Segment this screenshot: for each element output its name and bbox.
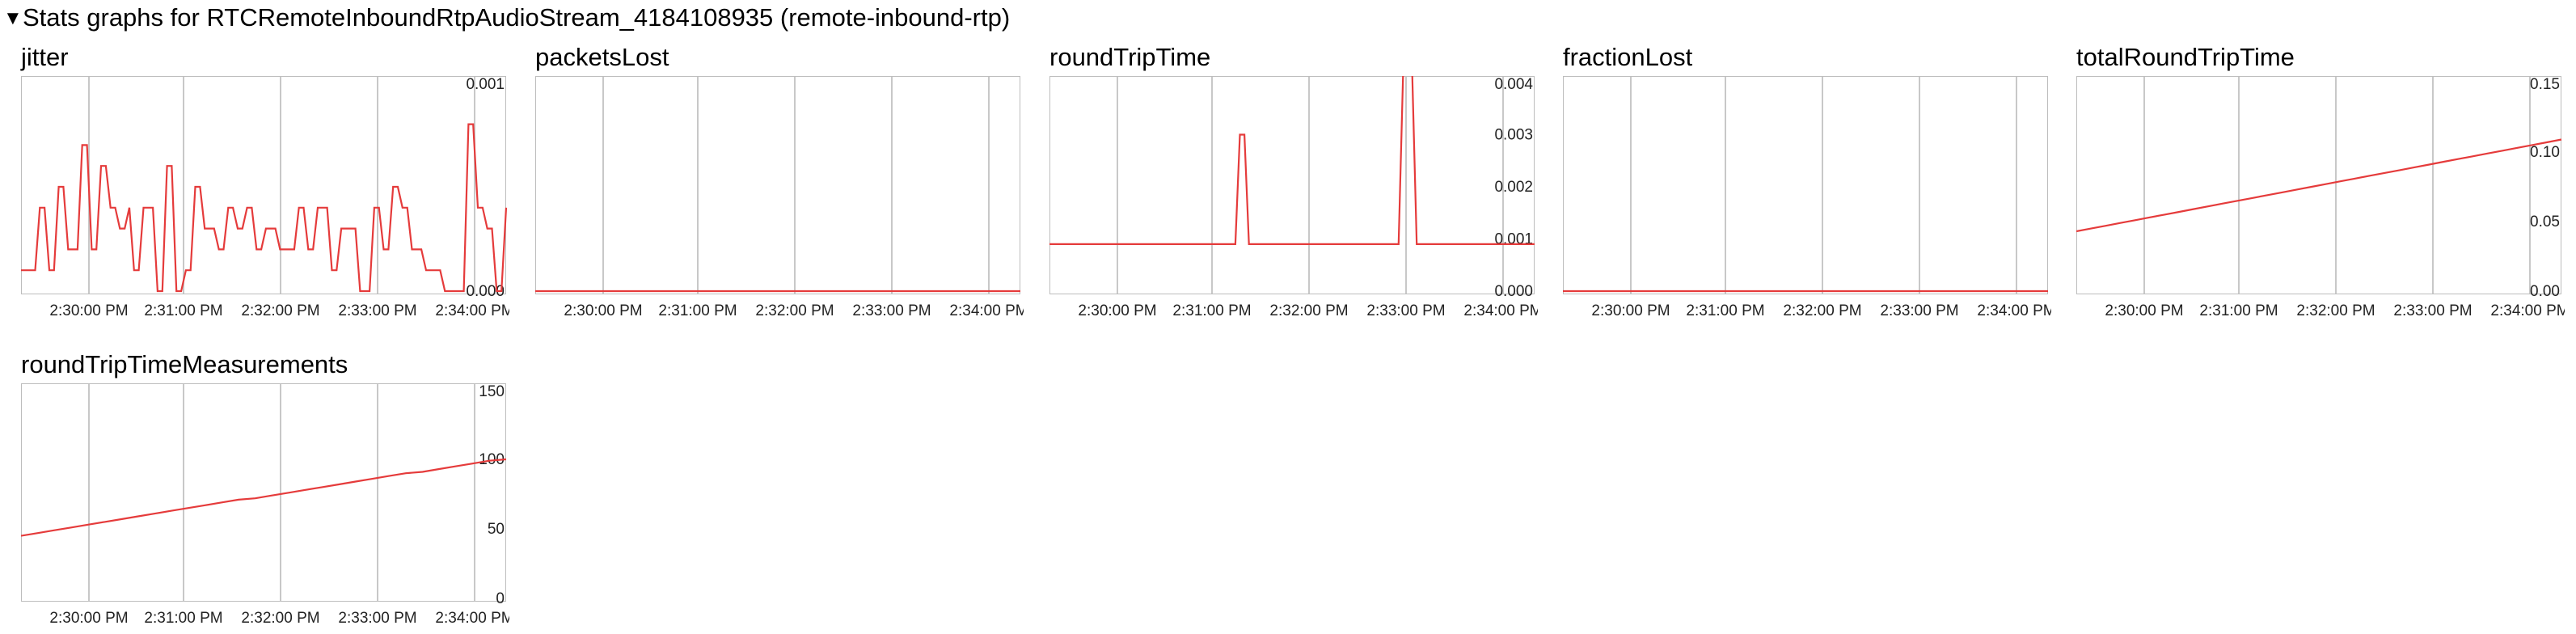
graph-jitter: 2:30:00 PM 2:31:00 PM 2:32:00 PM 2:33:00 PM… — [21, 76, 509, 319]
graph-roundTripTime: 2:30:00 PM 2:31:00 PM 2:32:00 PM 2:33:00 PM… — [1049, 76, 1538, 319]
graph-title-packetsLost: packetsLost — [535, 43, 669, 71]
packetsLost-x-tick-label: 2:30:00 PM — [564, 302, 642, 319]
totalRoundTripTime-y-tick-label: 0.00 — [2530, 283, 2560, 300]
packetsLost-x-tick-label: 2:32:00 PM — [755, 302, 834, 319]
roundTripTimeMeasurements-x-tick-label: 2:30:00 PM — [49, 610, 128, 627]
jitter-x-tick-label: 2:32:00 PM — [241, 302, 319, 319]
fractionLost-x-tick-label: 2:34:00 PM — [1977, 302, 2051, 319]
roundTripTime-x-tick-label: 2:32:00 PM — [1269, 302, 1348, 319]
roundTripTime-y-tick-label: 0.002 — [1494, 179, 1533, 196]
roundTripTime-y-tick-label: 0.004 — [1494, 76, 1533, 93]
graph-title-roundTripTime: roundTripTime — [1049, 43, 1211, 71]
roundTripTimeMeasurements-y-tick-label: 150 — [479, 383, 505, 400]
triangle-down-icon[interactable]: ▼ — [3, 7, 23, 29]
fractionLost-plot-frame — [1563, 76, 2048, 294]
stats-graphs-header[interactable]: ▼Stats graphs for RTCRemoteInboundRtpAud… — [3, 2, 1010, 35]
totalRoundTripTime-series-line — [2076, 138, 2562, 233]
totalRoundTripTime-x-tick-label: 2:30:00 PM — [2105, 302, 2183, 319]
roundTripTime-y-tick-label: 0.003 — [1494, 127, 1533, 144]
fractionLost-x-tick-label: 2:32:00 PM — [1783, 302, 1861, 319]
roundTripTimeMeasurements-x-tick-label: 2:33:00 PM — [338, 610, 416, 627]
fractionLost-x-tick-label: 2:30:00 PM — [1591, 302, 1670, 319]
graph-roundTripTimeMeasurements: 2:30:00 PM 2:31:00 PM 2:32:00 PM 2:33:00 PM… — [21, 383, 509, 627]
roundTripTimeMeasurements-x-tick-label: 2:34:00 PM — [435, 610, 509, 627]
roundTripTime-series-line — [1049, 76, 1535, 245]
roundTripTimeMeasurements-y-tick-label: 50 — [488, 521, 505, 538]
roundTripTime-y-tick-label: 0.001 — [1494, 231, 1533, 248]
graph-title-fractionLost: fractionLost — [1563, 43, 1693, 71]
roundTripTime-x-tick-label: 2:30:00 PM — [1078, 302, 1156, 319]
roundTripTime-plot-frame — [1049, 76, 1535, 294]
jitter-x-tick-label: 2:33:00 PM — [338, 302, 416, 319]
jitter-x-tick-label: 2:34:00 PM — [435, 302, 509, 319]
graph-title-roundTripTimeMeasurements: roundTripTimeMeasurements — [21, 350, 348, 378]
jitter-y-tick-label: 0.001 — [466, 76, 505, 93]
graph-packetsLost: 2:30:00 PM 2:31:00 PM 2:32:00 PM 2:33:00 PM… — [535, 76, 1024, 319]
jitter-plot-frame — [21, 76, 506, 294]
roundTripTimeMeasurements-x-tick-label: 2:31:00 PM — [144, 610, 222, 627]
totalRoundTripTime-x-tick-label: 2:34:00 PM — [2490, 302, 2565, 319]
totalRoundTripTime-x-tick-label: 2:32:00 PM — [2296, 302, 2375, 319]
totalRoundTripTime-y-tick-label: 0.15 — [2530, 76, 2560, 93]
totalRoundTripTime-y-tick-label: 0.05 — [2530, 213, 2560, 230]
jitter-x-tick-label: 2:31:00 PM — [144, 302, 222, 319]
totalRoundTripTime-y-tick-label: 0.10 — [2530, 144, 2560, 161]
graph-title-jitter: jitter — [21, 43, 69, 71]
jitter-series-line — [21, 123, 508, 293]
packetsLost-x-tick-label: 2:31:00 PM — [658, 302, 737, 319]
roundTripTime-x-tick-label: 2:31:00 PM — [1172, 302, 1251, 319]
totalRoundTripTime-x-tick-label: 2:31:00 PM — [2199, 302, 2278, 319]
packetsLost-x-tick-label: 2:33:00 PM — [852, 302, 931, 319]
packetsLost-plot-frame — [535, 76, 1020, 294]
roundTripTime-x-tick-label: 2:33:00 PM — [1366, 302, 1445, 319]
roundTripTime-y-tick-label: 0.000 — [1494, 283, 1533, 300]
roundTripTime-x-tick-label: 2:34:00 PM — [1463, 302, 1538, 319]
graph-fractionLost: 2:30:00 PM 2:31:00 PM 2:32:00 PM 2:33:00 PM… — [1563, 76, 2051, 319]
roundTripTimeMeasurements-series-line — [21, 458, 507, 537]
stats-graphs-header-label: Stats graphs for RTCRemoteInboundRtpAudi… — [23, 3, 1011, 32]
fractionLost-x-tick-label: 2:31:00 PM — [1686, 302, 1764, 319]
jitter-x-tick-label: 2:30:00 PM — [49, 302, 128, 319]
graph-title-totalRoundTripTime: totalRoundTripTime — [2076, 43, 2295, 71]
jitter-y-tick-label: 0.000 — [466, 283, 505, 300]
graph-totalRoundTripTime: 2:30:00 PM 2:31:00 PM 2:32:00 PM 2:33:00 PM… — [2076, 76, 2565, 319]
fractionLost-x-tick-label: 2:33:00 PM — [1880, 302, 1958, 319]
roundTripTimeMeasurements-y-tick-label: 0 — [496, 590, 505, 607]
packetsLost-x-tick-label: 2:34:00 PM — [949, 302, 1024, 319]
roundTripTimeMeasurements-plot-frame — [21, 383, 506, 602]
totalRoundTripTime-x-tick-label: 2:33:00 PM — [2393, 302, 2472, 319]
roundTripTimeMeasurements-x-tick-label: 2:32:00 PM — [241, 610, 319, 627]
